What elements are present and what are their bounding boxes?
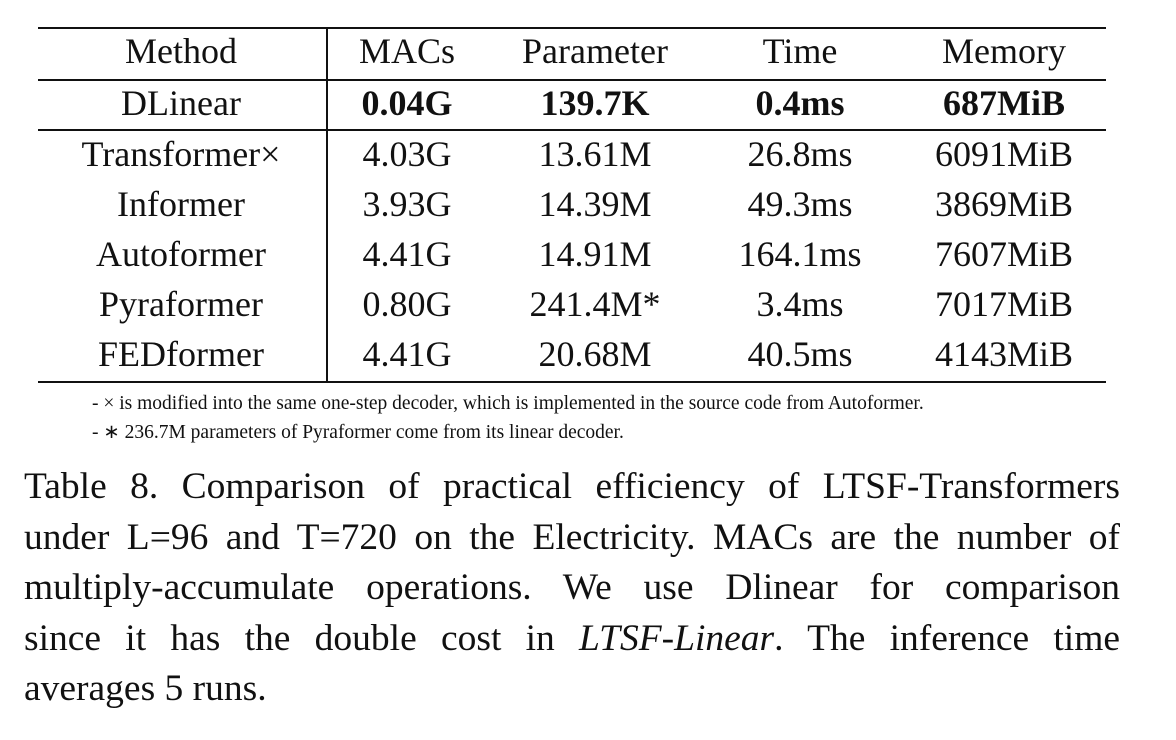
caption-line: multiply-accumulate operations. We use D… <box>24 563 1120 613</box>
bottom-rule <box>38 381 1106 383</box>
header-cell: Parameter <box>522 31 668 71</box>
table-cell: 7017MiB <box>934 284 1074 324</box>
header-cell: Memory <box>942 31 1066 71</box>
table-cell: 40.5ms <box>747 334 853 374</box>
caption-text: Table 8. Comparison of practical efficie… <box>24 466 1120 507</box>
header-cell: Method <box>125 31 237 71</box>
table-note: - ∗ 236.7M parameters of Pyraformer come… <box>92 422 624 443</box>
table-cell: Transformer× <box>81 134 281 174</box>
table-cell: 3.93G <box>362 184 452 224</box>
group-rule <box>38 129 1106 131</box>
caption-text: since it has the double cost in <box>24 617 580 659</box>
table-cell: 13.61M <box>538 134 652 174</box>
table-cell: 20.68M <box>538 334 652 374</box>
table-cell: 4.41G <box>362 234 452 274</box>
table-cell: FEDformer <box>98 334 264 374</box>
table-cell: 0.80G <box>362 284 452 324</box>
table-cell: 4.41G <box>362 334 452 374</box>
table-cell: 0.4ms <box>755 83 845 123</box>
table-cell: 14.91M <box>538 234 652 274</box>
table-cell: 0.04G <box>361 83 453 123</box>
table-cell: DLinear <box>121 83 241 123</box>
header-cell: Time <box>762 31 838 71</box>
caption-line: Table 8. Comparison of practical efficie… <box>24 462 1120 512</box>
header-rule <box>38 79 1106 81</box>
table-cell: 4143MiB <box>934 334 1074 374</box>
caption-text: under L=96 and T=720 on the Electricity.… <box>24 516 1120 558</box>
table-cell: 49.3ms <box>747 184 853 224</box>
table-note: - × is modified into the same one-step d… <box>92 393 924 414</box>
caption-text: . The inference time <box>774 617 1121 659</box>
table-cell: 4.03G <box>362 134 452 174</box>
table-cell: Autoformer <box>96 234 266 274</box>
table-cell: 6091MiB <box>934 134 1074 174</box>
table-cell: 164.1ms <box>738 234 862 274</box>
column-rule <box>326 28 328 382</box>
top-rule <box>38 27 1106 29</box>
caption-line: since it has the double cost in LTSF-Lin… <box>24 614 1120 664</box>
caption-line: under L=96 and T=720 on the Electricity.… <box>24 513 1120 563</box>
table-cell: 7607MiB <box>934 234 1074 274</box>
table-cell: 139.7K <box>540 83 650 123</box>
caption-line: averages 5 runs. <box>24 664 1120 714</box>
caption-text: LTSF-Linear <box>579 617 775 659</box>
table-cell: 241.4M* <box>529 284 661 324</box>
caption-text: averages 5 runs. <box>24 668 267 709</box>
table-cell: Pyraformer <box>99 284 263 324</box>
table-cell: 3.4ms <box>756 284 844 324</box>
table-cell: 14.39M <box>538 184 652 224</box>
table-cell: 3869MiB <box>934 184 1074 224</box>
table-cell: 687MiB <box>943 83 1065 123</box>
header-cell: MACs <box>358 31 456 71</box>
caption-text: multiply-accumulate operations. We use D… <box>24 567 1120 608</box>
table-cell: 26.8ms <box>747 134 853 174</box>
table-cell: Informer <box>117 184 245 224</box>
